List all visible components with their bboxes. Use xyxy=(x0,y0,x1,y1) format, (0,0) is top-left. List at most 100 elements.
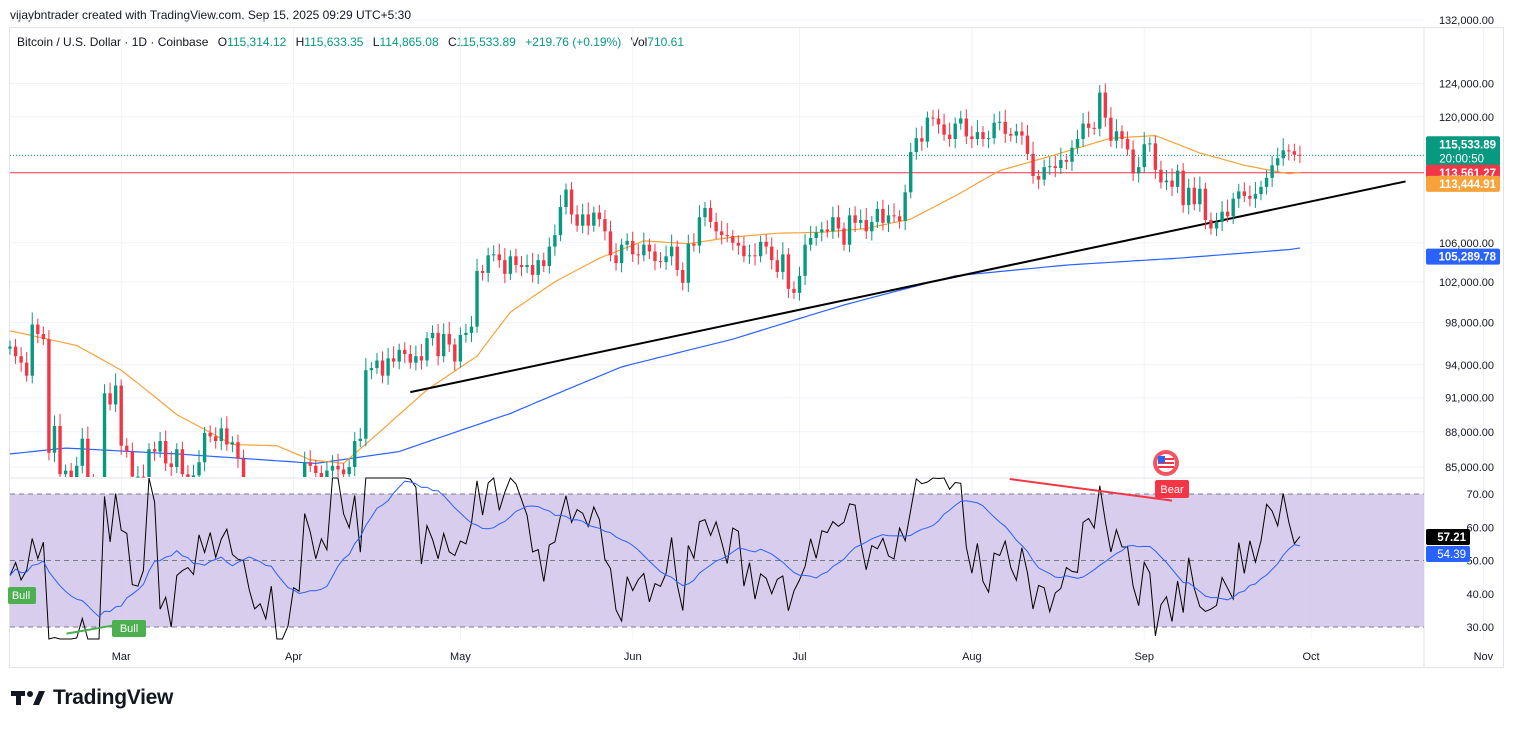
x-tick-label: Sep xyxy=(1134,651,1154,663)
candle-body xyxy=(614,255,618,264)
candle-body xyxy=(653,251,657,262)
candle-body xyxy=(1287,150,1291,152)
price-tick-label: 94,000.00 xyxy=(1445,360,1494,372)
candle-body xyxy=(731,236,735,243)
candle-body xyxy=(781,254,785,272)
candle-body xyxy=(775,260,779,272)
candle-body xyxy=(1059,160,1063,168)
candle-body xyxy=(808,237,813,245)
candle-body xyxy=(364,370,368,439)
low-value: 114,865.08 xyxy=(379,35,439,49)
candle-body xyxy=(892,215,896,217)
candle-body xyxy=(1220,211,1224,222)
candle-body xyxy=(219,428,223,442)
price-tick-label: 120,000.00 xyxy=(1439,112,1494,124)
price-tick-label: 85,000.00 xyxy=(1445,462,1494,474)
candle-body xyxy=(425,338,429,361)
candle-body xyxy=(675,246,679,270)
rsi-ma-value-box xyxy=(1426,546,1470,562)
trendline xyxy=(410,180,1406,394)
candle-body xyxy=(981,132,985,140)
change-value: +219.76 (+0.19%) xyxy=(525,35,622,49)
candle-body xyxy=(931,117,935,119)
candle-body xyxy=(163,441,168,464)
candle-body xyxy=(703,207,707,218)
candle-body xyxy=(230,442,235,445)
candle-body xyxy=(564,189,568,208)
candle-body xyxy=(764,241,768,247)
candle-body xyxy=(825,229,830,232)
candle-body xyxy=(436,332,440,357)
candle-body xyxy=(441,333,446,357)
candle-body xyxy=(419,356,424,361)
candle-body xyxy=(636,254,640,256)
high-value: 115,633.35 xyxy=(304,35,364,49)
candle-body xyxy=(1187,187,1191,206)
candle-body xyxy=(458,334,463,362)
candle-body xyxy=(669,246,674,257)
candle-body xyxy=(403,349,407,355)
candle-body xyxy=(36,324,40,334)
candle-body xyxy=(758,241,763,257)
candle-body xyxy=(1298,154,1302,156)
x-tick-label: Apr xyxy=(285,651,302,663)
candle-body xyxy=(1103,92,1108,118)
candle-body xyxy=(1042,167,1046,180)
low-label: L xyxy=(372,35,380,49)
price-label: 115,533.89 xyxy=(1439,139,1496,151)
candle-body xyxy=(920,138,924,142)
candle-body xyxy=(714,221,718,232)
candle-body xyxy=(508,256,513,274)
candle-body xyxy=(797,275,802,293)
candle-body xyxy=(1053,166,1057,168)
candle-body xyxy=(1281,150,1285,159)
candle-body xyxy=(1025,135,1030,154)
rsi-ma-value-label: 54.39 xyxy=(1437,549,1466,561)
candle-body xyxy=(1148,143,1152,145)
candle-body xyxy=(597,212,602,220)
high-label: H xyxy=(295,35,305,49)
candle-body xyxy=(558,207,563,236)
candle-body xyxy=(13,346,18,357)
close-value: 115,533.89 xyxy=(456,35,516,49)
bear-label-box xyxy=(1155,480,1190,498)
candle-body xyxy=(1237,191,1241,199)
candle-body xyxy=(47,339,51,453)
candle-body xyxy=(186,474,190,477)
candle-body xyxy=(664,256,668,263)
candle-body xyxy=(708,207,713,222)
candle-body xyxy=(108,393,112,405)
candle-body xyxy=(202,432,207,463)
candle-body xyxy=(225,428,229,445)
candle-body xyxy=(686,243,691,283)
candle-body xyxy=(314,465,318,473)
candle-body xyxy=(8,346,12,349)
candle-body xyxy=(102,393,107,477)
candle-body xyxy=(970,136,974,140)
candle-body xyxy=(1031,153,1035,177)
candle-body xyxy=(1142,144,1146,168)
candle-body xyxy=(831,217,835,232)
candle-body xyxy=(580,214,585,226)
candle-body xyxy=(236,442,240,459)
rsi-line xyxy=(9,477,1301,640)
candle-body xyxy=(1198,188,1202,205)
candle-body xyxy=(1003,121,1007,134)
candle-body xyxy=(408,354,413,363)
candle-body xyxy=(1020,131,1024,136)
candle-body xyxy=(391,358,396,362)
bull-label: Bull xyxy=(120,623,138,635)
candle-body xyxy=(870,221,874,232)
candle-body xyxy=(519,265,524,268)
candle-body xyxy=(347,467,351,475)
tradingview-logo[interactable]: TradingView xyxy=(11,686,173,710)
flag-icon[interactable] xyxy=(1153,450,1179,476)
candle-body xyxy=(41,333,46,340)
candle-body xyxy=(792,288,796,293)
candle-body xyxy=(58,426,62,475)
candle-body xyxy=(197,462,201,476)
symbol-name[interactable]: Bitcoin / U.S. Dollar · 1D · Coinbase xyxy=(17,35,209,49)
candle-body xyxy=(547,246,552,267)
overlay-lines xyxy=(9,134,1424,465)
